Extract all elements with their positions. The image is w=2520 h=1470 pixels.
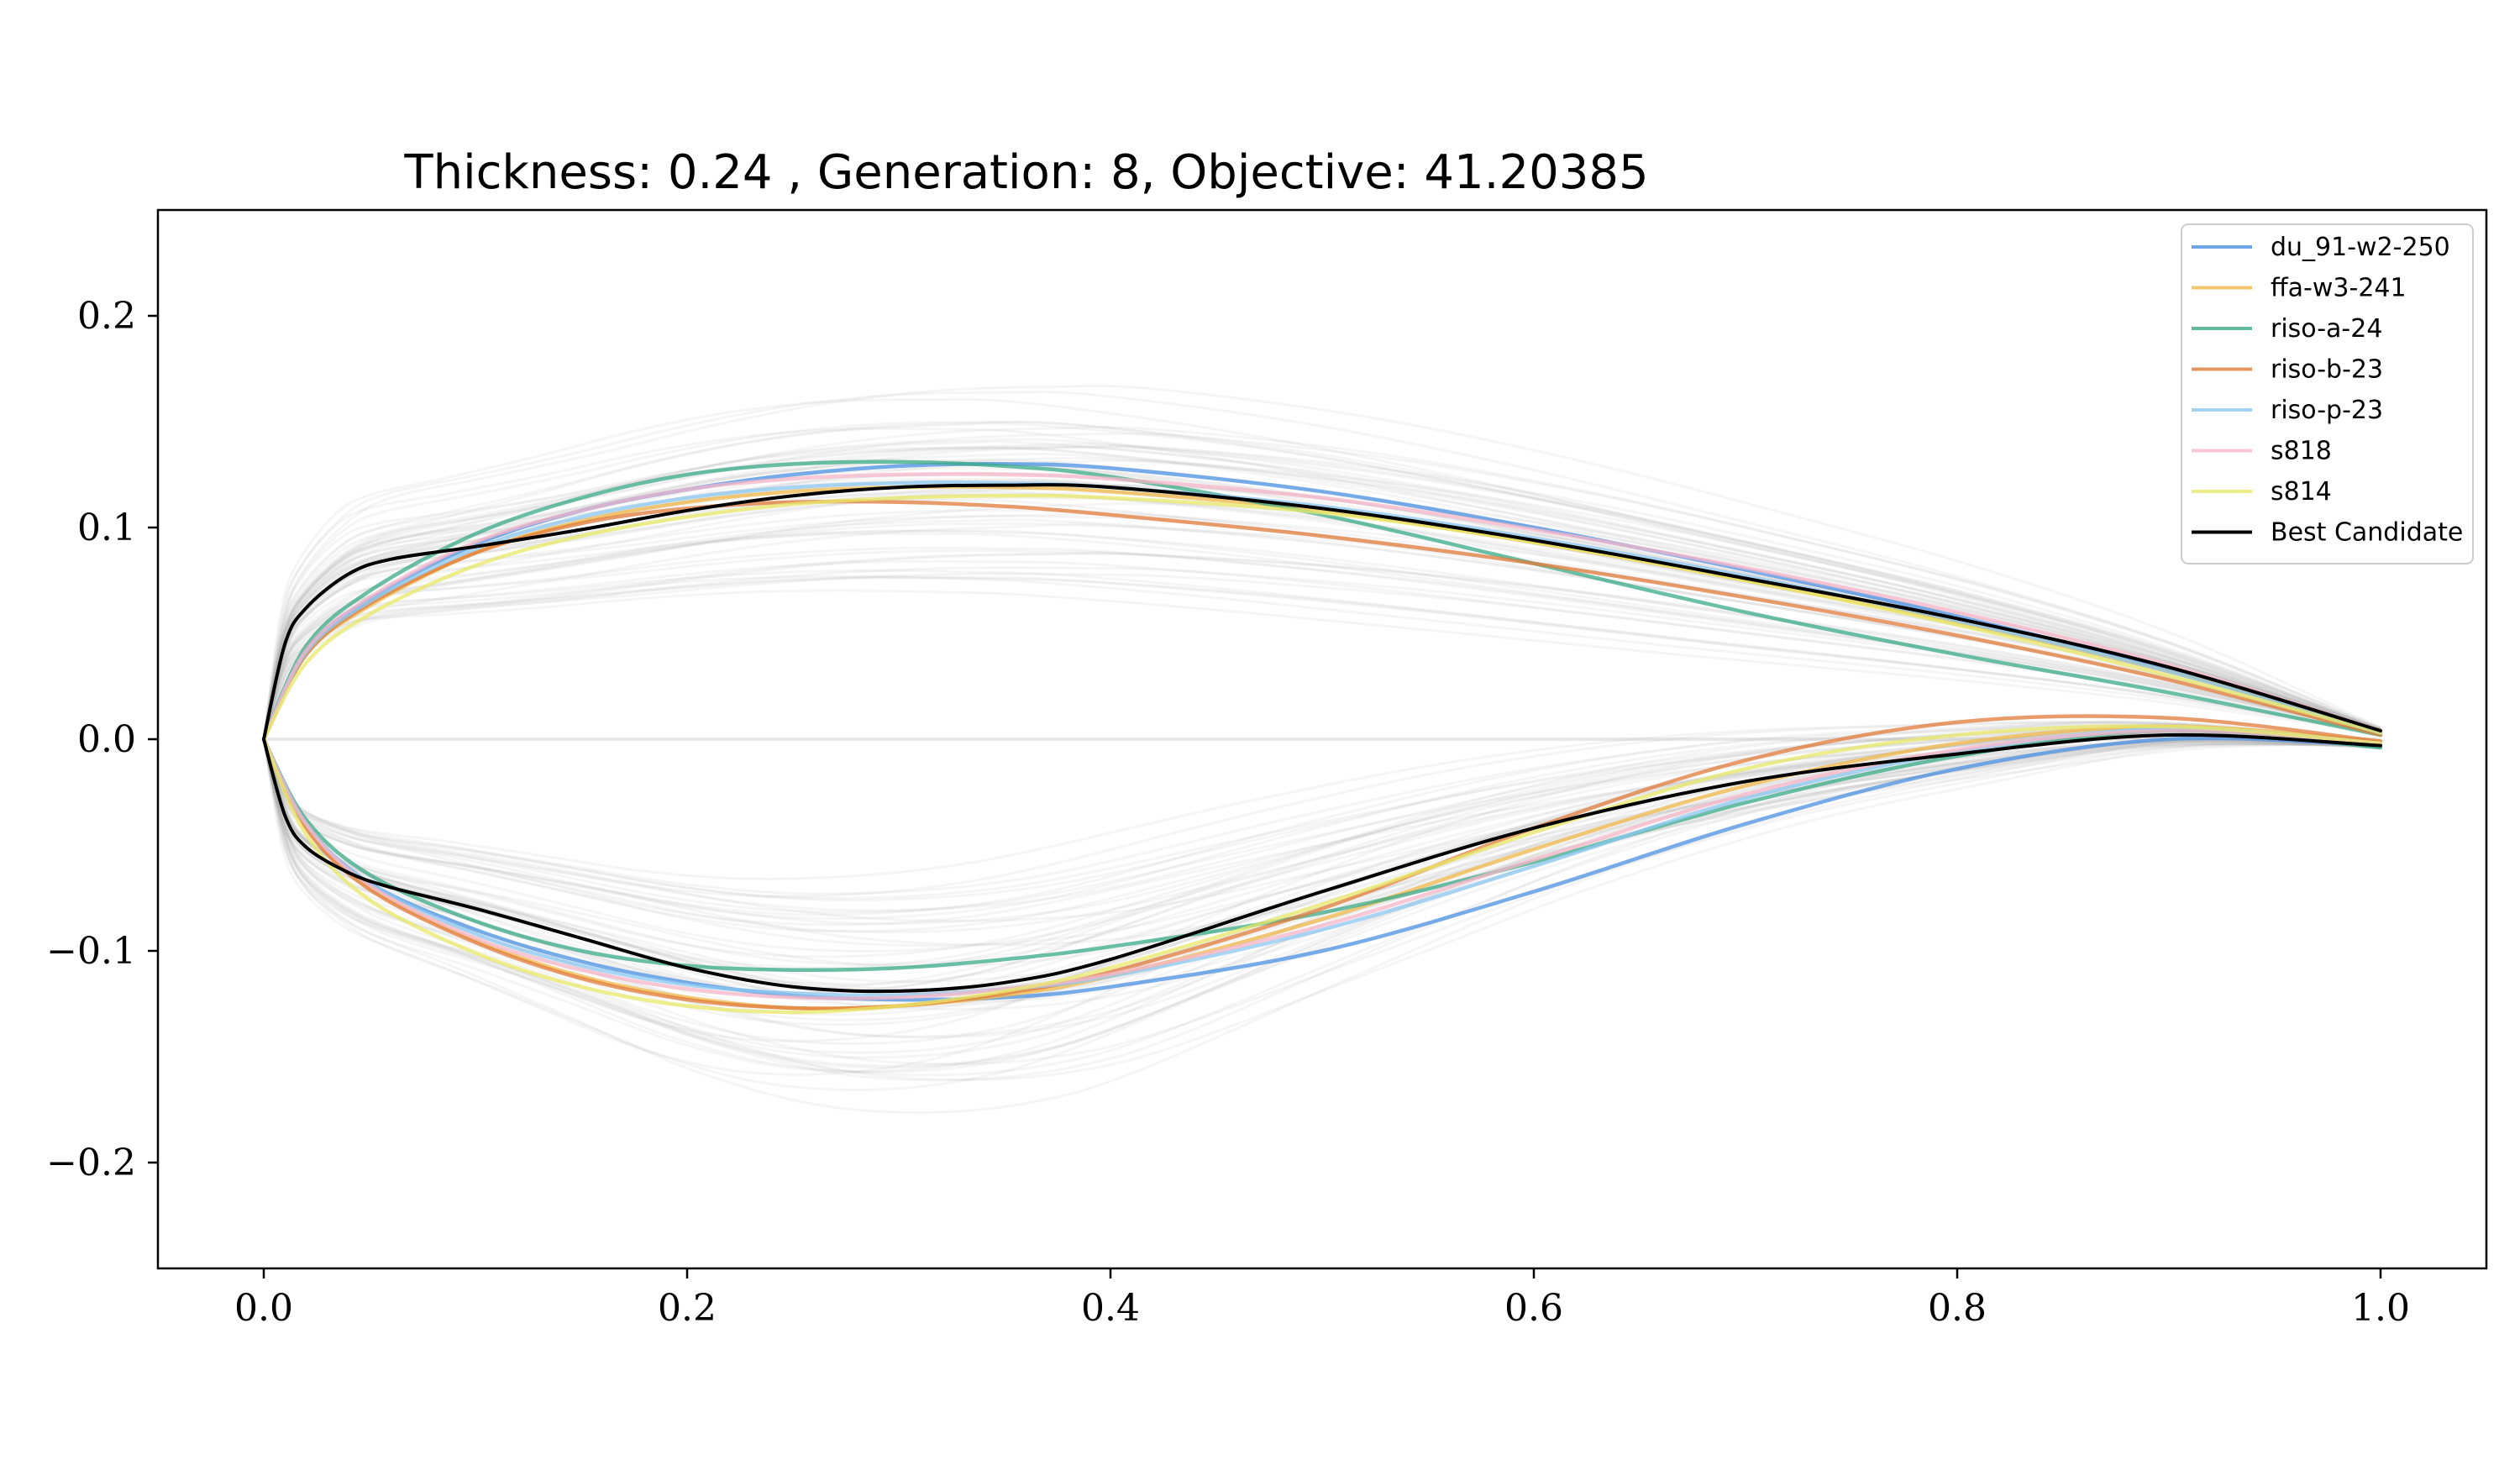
population-curve-upper [262,385,2381,740]
population-curve-lower [262,738,2381,1045]
series-riso-b-23-upper [261,499,2383,742]
x-tick-label: 0.4 [1081,1287,1140,1330]
population-curve-lower [262,734,2381,934]
population-curve-upper [262,498,2381,740]
series-du-91-w2-250-lower [261,736,2383,1002]
population-curve-lower [262,738,2381,1082]
legend-label: s818 [2271,437,2332,466]
legend-label: Best Candidate [2271,518,2463,548]
population-curve-upper [262,569,2381,740]
population-curve-upper [262,452,2381,740]
legend-label: riso-a-24 [2271,314,2382,344]
population-curve-upper [262,438,2381,740]
y-tick-label: 0.0 [77,718,136,761]
legend-box [2181,223,2474,564]
population-curve-upper [262,459,2381,740]
population-curve-lower [262,723,2381,895]
population-curve-lower [262,727,2381,902]
series-best-candidate-upper [262,483,2382,741]
series-riso-a-24-lower [261,728,2383,973]
population-curve-upper [262,572,2381,740]
population-curve-upper [262,445,2381,740]
series-s818-lower [261,728,2383,1000]
population-curve-upper [262,440,2381,740]
population-curve-upper [262,446,2381,740]
population-curve-lower [262,720,2381,898]
population-curve-lower [262,721,2381,1042]
population-curve-lower [262,738,2381,948]
chart-title: Thickness: 0.24 , Generation: 8, Objecti… [403,145,1648,200]
population-curve-upper [262,446,2381,740]
legend: du_91-w2-250 ffa-w3-241 riso-a-24 riso-b-23… [2181,223,2474,564]
x-tick-label: 0.8 [1928,1287,1987,1330]
population-curve-upper [262,575,2381,740]
population-curve-upper [262,391,2381,740]
population-curve-upper [262,432,2381,740]
legend-label: ffa-w3-241 [2271,274,2407,303]
population-curve-upper [262,576,2381,740]
population-curve-upper [262,552,2381,740]
x-tick-label: 1.0 [2351,1287,2410,1330]
y-tick-label: −0.2 [46,1142,136,1184]
population-curve-upper [262,523,2381,740]
population-curve-lower [262,729,2381,1082]
series-layer [261,459,2383,1015]
population-curve-lower [262,738,2381,1092]
population-curve-upper [262,443,2381,740]
population-curve-lower [262,722,2381,920]
population-curve-lower [262,728,2381,958]
population-curve-upper [262,420,2381,740]
legend-label: du_91-w2-250 [2271,233,2450,262]
legend-label: riso-p-23 [2271,396,2383,425]
population-curve-upper [262,426,2381,740]
population-curve-upper [262,420,2381,740]
population-curve-upper [262,491,2381,740]
population-curve-upper [262,491,2381,740]
population-curve-upper [262,549,2381,740]
x-tick-label: 0.2 [658,1287,717,1330]
population-curve-lower [262,738,2381,1026]
y-tick-label: −0.1 [46,930,136,973]
population-curve-lower [262,736,2381,969]
y-tick-label: 0.2 [77,295,136,338]
population-curve-upper [262,422,2381,740]
series-du-91-w2-250-upper [261,462,2383,742]
population-curve-lower [262,734,2381,953]
x-tick-label: 0.0 [234,1287,293,1330]
population-curve-upper [262,552,2381,740]
population-curve-lower [262,738,2381,1074]
series-best-candidate-lower [262,732,2382,994]
population-curve-lower [262,721,2381,880]
y-tick-label: 0.1 [77,507,136,549]
x-tick-label: 0.6 [1504,1287,1563,1330]
population-curve-upper [262,529,2381,740]
population-curve-lower [262,732,2381,933]
population-curve-upper [262,427,2381,740]
legend-label: riso-b-23 [2271,355,2383,385]
population-curve-upper [262,575,2381,740]
series-riso-a-24-upper [261,459,2383,742]
legend-label: s814 [2271,477,2332,507]
population-curve-upper [262,445,2381,740]
series-s814-lower [261,724,2383,1015]
population-curve-lower [262,738,2381,947]
population-curve-upper [262,444,2381,740]
population-curve-lower [262,734,2381,914]
population-curve-upper [262,397,2381,740]
population-curve-lower [262,738,2381,1114]
axes: 0.0 0.2 0.4 0.6 0.8 1.0 −0.2 −0.1 0.0 0.1 0.2 [46,295,2410,1330]
population-curve-upper [262,589,2381,740]
population-curve-lower [262,731,2381,900]
series-s814-upper [261,493,2383,742]
population-curve-upper [262,509,2381,740]
series-s818-upper [261,472,2383,742]
series-ffa-w3-241-lower [261,724,2383,1011]
population-curve-upper [262,501,2381,740]
population-curve-upper [262,456,2381,740]
population-curve-upper [262,514,2381,740]
